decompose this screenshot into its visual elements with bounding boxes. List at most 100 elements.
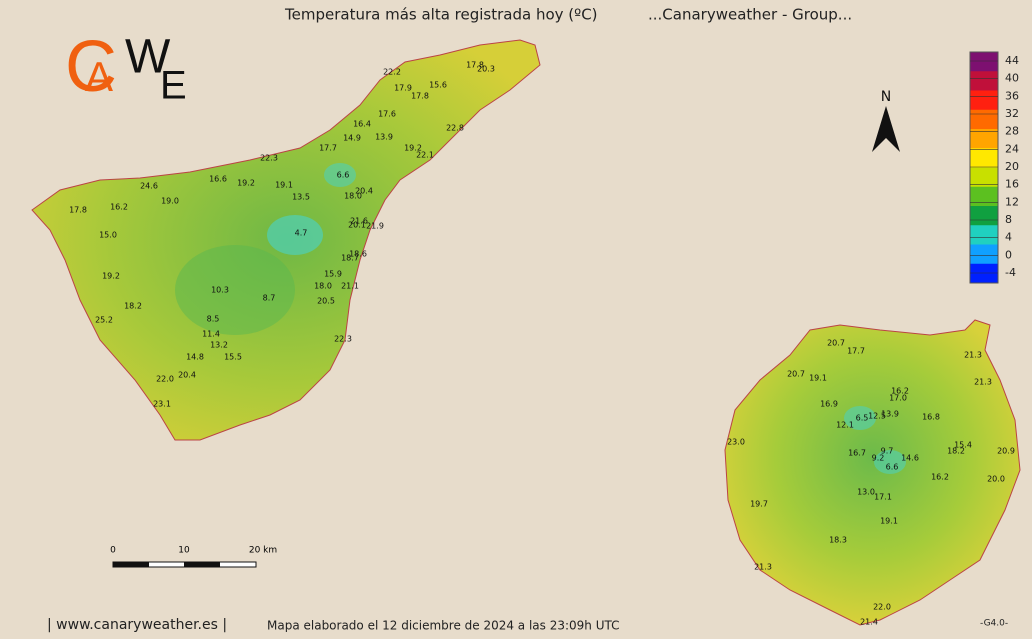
scale-label: 10 [178, 546, 190, 556]
legend-label: 24 [1005, 142, 1019, 155]
station-label: 13.9 [881, 410, 899, 419]
station-label: 20.3 [477, 65, 495, 74]
station-label: 8.5 [207, 315, 220, 324]
legend-label: 12 [1005, 195, 1019, 208]
logo-e: E [160, 64, 187, 108]
station-label: 20.4 [178, 371, 196, 380]
station-label: 11.4 [202, 330, 220, 339]
cold-zone [874, 450, 906, 474]
station-label: 17.7 [319, 144, 337, 153]
station-label: 18.7 [341, 254, 359, 263]
station-label: 22.0 [873, 603, 891, 612]
cold-zone [267, 215, 323, 255]
station-label: 20.4 [355, 187, 373, 196]
station-label: 17.8 [69, 206, 87, 215]
legend-label: 36 [1005, 89, 1019, 102]
legend-swatch [970, 225, 998, 245]
station-label: 21.3 [754, 563, 772, 572]
station-label: 21.1 [341, 282, 359, 291]
station-label: 14.8 [186, 353, 204, 362]
station-label: 18.6 [349, 250, 367, 259]
legend-swatch [970, 263, 998, 284]
legend-swatch [970, 167, 998, 188]
station-label: 16.9 [820, 400, 838, 409]
station-label: 17.9 [394, 84, 412, 93]
station-label: 13.9 [375, 133, 393, 142]
logo-c: C [65, 27, 117, 107]
station-label: 17.8 [411, 92, 429, 101]
station-label: 19.2 [237, 179, 255, 188]
legend-label: 44 [1005, 54, 1019, 67]
station-label: 21.9 [366, 222, 384, 231]
station-label: 17.1 [874, 493, 892, 502]
station-label: 20.5 [317, 297, 335, 306]
station-label: 14.6 [901, 454, 919, 463]
station-label: 19.2 [404, 144, 422, 153]
station-label: 12.5 [868, 412, 886, 421]
station-label: 22.2 [383, 68, 401, 77]
station-label: 20.7 [827, 339, 845, 348]
scale-label: 0 [110, 546, 116, 556]
station-label: 20.1 [348, 221, 366, 230]
station-label: 18.2 [947, 447, 965, 456]
legend-label: 0 [1005, 248, 1012, 261]
legend-label: -4 [1005, 266, 1016, 279]
cold-zone [844, 406, 876, 430]
station-label: 18.0 [314, 282, 332, 291]
station-label: 13.0 [857, 488, 875, 497]
station-label: 18.2 [124, 302, 142, 311]
station-label: 24.6 [140, 182, 158, 191]
station-label: 9.2 [872, 454, 885, 463]
station-label: 19.1 [880, 517, 898, 526]
legend-label: 4 [1005, 231, 1012, 244]
legend-swatch [970, 129, 998, 149]
station-label: 20.9 [997, 447, 1015, 456]
station-label: 15.9 [324, 270, 342, 279]
station-label: 16.7 [848, 449, 866, 458]
station-label: 16.4 [353, 120, 371, 129]
station-label: 6.5 [856, 414, 869, 423]
legend-swatch [970, 148, 998, 168]
station-label: 21.4 [860, 618, 878, 627]
cool-zone [175, 245, 295, 335]
footer-site: | www.canaryweather.es | [47, 617, 227, 633]
station-label: 13.2 [210, 341, 228, 350]
station-label: 9.7 [881, 447, 894, 456]
station-label: 23.0 [727, 438, 745, 447]
station-label: 18.3 [829, 536, 847, 545]
legend-swatch [970, 71, 998, 91]
station-label: 19.0 [161, 197, 179, 206]
station-label: 16.2 [891, 387, 909, 396]
north-label: N [881, 89, 891, 105]
scale-bar-seg [184, 562, 220, 567]
station-label: 8.7 [263, 294, 276, 303]
station-label: 25.2 [95, 316, 113, 325]
legend-label: 32 [1005, 107, 1019, 120]
legend-label: 16 [1005, 178, 1019, 191]
station-label: 19.1 [809, 374, 827, 383]
station-label: 22.1 [416, 151, 434, 160]
station-label: 21.6 [350, 217, 368, 226]
station-label: 15.5 [224, 353, 242, 362]
legend-frame [969, 51, 999, 284]
station-label: 6.6 [886, 463, 899, 472]
station-label: 4.7 [295, 229, 308, 238]
cold-zone [324, 163, 356, 187]
station-label: 12.1 [836, 421, 854, 430]
logo-w: W [125, 31, 171, 84]
legend-swatch [970, 206, 998, 226]
station-label: 19.7 [750, 500, 768, 509]
station-label: 22.0 [156, 375, 174, 384]
station-label: 21.3 [974, 378, 992, 387]
station-label: 22.3 [334, 335, 352, 344]
station-label: 13.5 [292, 193, 310, 202]
station-label: 15.4 [954, 441, 972, 450]
station-label: 19.2 [102, 272, 120, 281]
legend-label: 28 [1005, 125, 1019, 138]
legend-label: 40 [1005, 72, 1019, 85]
legend-label: 8 [1005, 213, 1012, 226]
station-label: 20.7 [787, 370, 805, 379]
footer-version: -G4.0- [980, 619, 1008, 629]
